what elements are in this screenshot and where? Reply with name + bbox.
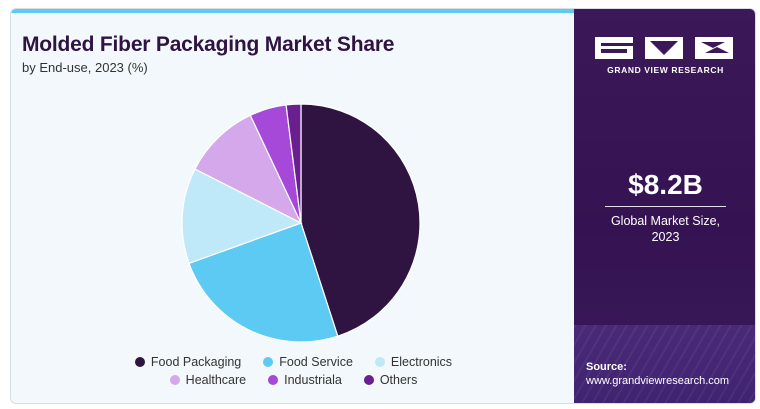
legend-item: Healthcare [169, 373, 247, 387]
brand-name: GRAND VIEW RESEARCH [607, 65, 724, 75]
legend-label: Healthcare [185, 373, 247, 387]
legend-swatch [263, 357, 274, 367]
legend-label: Food Service [279, 355, 353, 369]
source-label: Source: [586, 361, 627, 373]
market-size-label: Global Market Size, 2023 [574, 213, 755, 245]
chart-card: Molded Fiber Packaging Market Share by E… [10, 8, 756, 404]
legend-label: Electronics [390, 355, 453, 369]
legend-label: Food Packaging [150, 355, 242, 369]
market-size-value: $8.2B [628, 169, 703, 200]
legend-swatch [169, 375, 180, 385]
legend-swatch [363, 375, 374, 385]
pie-slice-food-service [188, 222, 339, 343]
legend-item: Electronics [374, 355, 453, 369]
legend-item: Food Packaging [134, 355, 242, 369]
pie-slice-electronics [181, 168, 303, 265]
pie-slice-others [285, 103, 302, 224]
grand-view-research-logo [595, 37, 733, 59]
accent-bar [11, 9, 576, 13]
legend-swatch [134, 357, 145, 367]
legend-item: Food Service [263, 355, 353, 369]
chart-subtitle: by End-use, 2023 (%) [22, 60, 148, 75]
legend-row-1: Food Packaging Food Service Electronics [11, 355, 576, 369]
legend-swatch [268, 375, 279, 385]
pie-slice-food-packaging [300, 103, 421, 337]
source-band [574, 325, 755, 403]
source-url[interactable]: www.grandviewresearch.com [586, 375, 730, 387]
legend-item: Others [363, 373, 418, 387]
legend-row-2: Healthcare Industriala Others [11, 373, 576, 387]
info-sidebar: GRAND VIEW RESEARCH $8.2B Global Market … [574, 9, 755, 403]
pie-slice-healthcare [194, 114, 303, 225]
legend-label: Industriala [284, 373, 342, 387]
legend-item: Industriala [268, 373, 342, 387]
legend-label: Others [379, 373, 418, 387]
legend-swatch [374, 357, 385, 367]
pie-chart [181, 103, 421, 343]
market-size-label-line2: 2023 [651, 230, 680, 244]
chart-title: Molded Fiber Packaging Market Share [22, 33, 395, 56]
divider-line [605, 206, 726, 207]
market-size-label-line1: Global Market Size, [610, 214, 721, 228]
